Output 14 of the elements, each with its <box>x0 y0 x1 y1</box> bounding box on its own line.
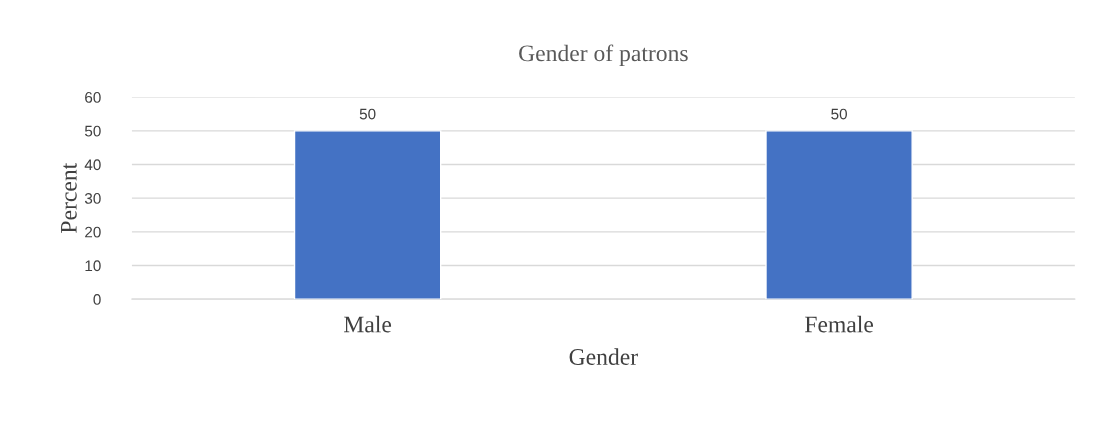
y-tick-label: 0 <box>93 294 101 305</box>
y-tick-label: 40 <box>84 159 101 171</box>
y-tick-label: 60 <box>85 92 101 103</box>
x-tick-label: Female <box>805 315 874 333</box>
chart-title: Gender of patrons <box>519 44 688 67</box>
y-tick-label: 20 <box>85 226 101 238</box>
data-label: 50 <box>359 108 376 120</box>
x-tick-label: Male <box>344 315 392 333</box>
x-axis-title: Gender <box>569 348 638 365</box>
y-tick-label: 10 <box>85 260 101 272</box>
y-tick-label: 50 <box>84 125 101 137</box>
data-label: 50 <box>831 108 847 120</box>
y-axis-title: Percent <box>61 162 77 233</box>
y-tick-label: 30 <box>84 193 101 204</box>
